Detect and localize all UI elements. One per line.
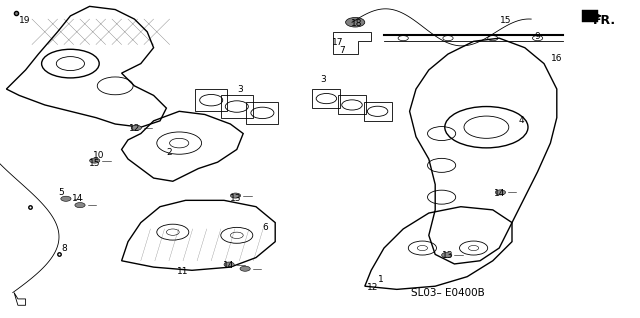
Polygon shape bbox=[582, 10, 598, 22]
Circle shape bbox=[230, 193, 241, 198]
Text: 14: 14 bbox=[223, 261, 235, 270]
Text: 9: 9 bbox=[535, 32, 540, 41]
Text: 8: 8 bbox=[61, 244, 67, 252]
Circle shape bbox=[224, 262, 234, 267]
Text: 14: 14 bbox=[493, 190, 505, 198]
Circle shape bbox=[346, 17, 365, 27]
Text: 13: 13 bbox=[230, 194, 241, 203]
Text: 10: 10 bbox=[93, 151, 105, 160]
Text: 6: 6 bbox=[263, 223, 268, 232]
Circle shape bbox=[240, 266, 250, 271]
Text: 4: 4 bbox=[519, 116, 524, 125]
Text: 7: 7 bbox=[340, 46, 345, 55]
Circle shape bbox=[61, 196, 71, 201]
Text: 13: 13 bbox=[442, 252, 454, 260]
Text: 5: 5 bbox=[58, 188, 63, 197]
Circle shape bbox=[495, 190, 506, 195]
Text: FR.: FR. bbox=[593, 14, 616, 27]
Circle shape bbox=[131, 125, 141, 130]
Text: 3: 3 bbox=[237, 85, 243, 93]
Text: 16: 16 bbox=[551, 54, 563, 63]
Text: 12: 12 bbox=[129, 124, 140, 133]
Text: SL03– E0400B: SL03– E0400B bbox=[411, 287, 485, 298]
Circle shape bbox=[442, 252, 452, 258]
Text: 14: 14 bbox=[72, 194, 84, 203]
Text: 19: 19 bbox=[19, 16, 30, 25]
Text: 18: 18 bbox=[351, 19, 363, 28]
Text: 3: 3 bbox=[321, 75, 326, 84]
Text: 12: 12 bbox=[367, 283, 378, 292]
Circle shape bbox=[75, 203, 85, 208]
Circle shape bbox=[90, 158, 100, 163]
Text: 15: 15 bbox=[89, 159, 100, 168]
Text: 17: 17 bbox=[332, 38, 343, 47]
Text: 2: 2 bbox=[167, 148, 172, 157]
Text: 1: 1 bbox=[378, 275, 383, 284]
Text: 11: 11 bbox=[177, 267, 188, 276]
Text: 15: 15 bbox=[500, 16, 511, 25]
